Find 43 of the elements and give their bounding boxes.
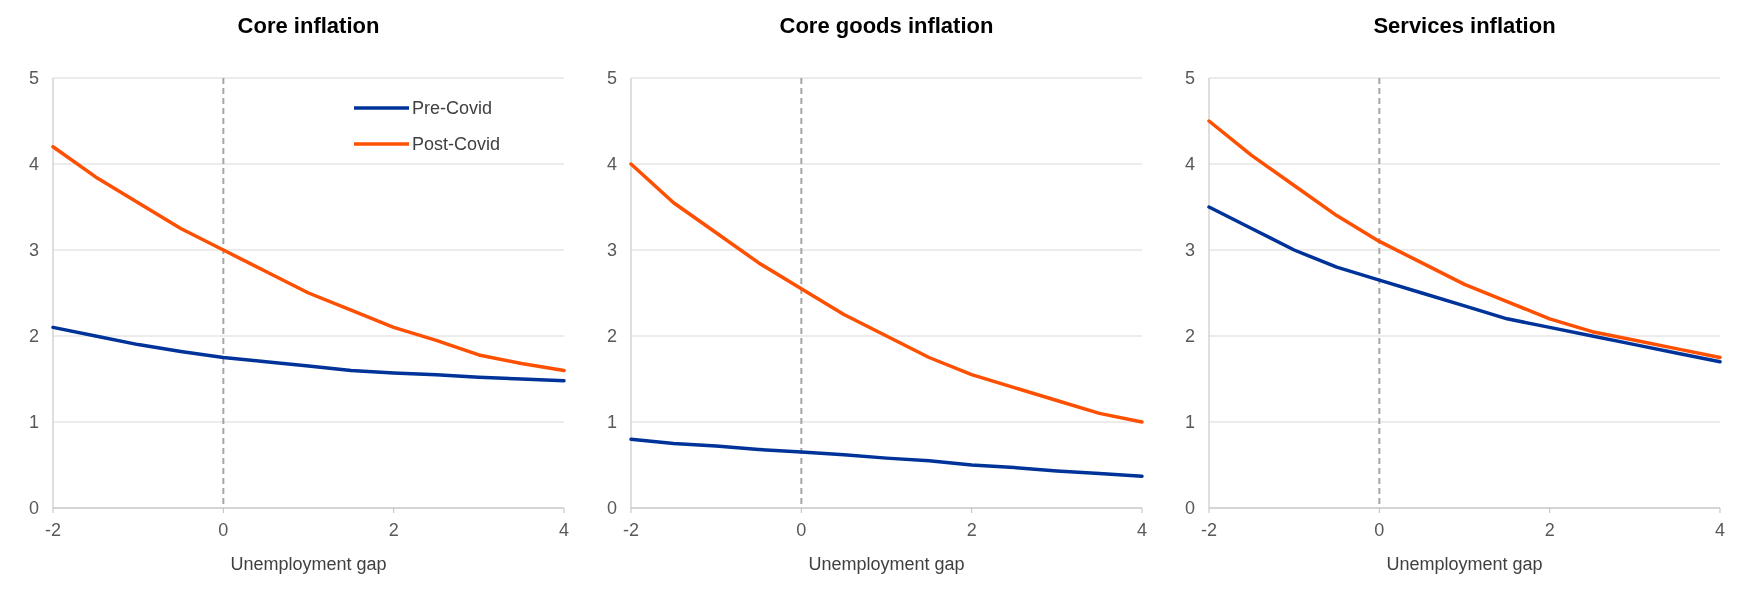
x-tick-label: 0 — [1374, 520, 1385, 540]
y-tick-label: 0 — [28, 498, 39, 519]
x-tick-label: 4 — [558, 520, 570, 540]
chart-title: Core inflation — [237, 13, 380, 38]
y-tick-label: 3 — [28, 240, 39, 261]
chart-title: Core goods inflation — [779, 13, 994, 38]
y-tick-label: 1 — [606, 412, 617, 433]
y-tick-label: 4 — [606, 154, 617, 175]
chart-title: Services inflation — [1373, 13, 1556, 38]
x-tick-label: 4 — [1136, 520, 1148, 540]
y-tick-label: 4 — [28, 154, 39, 175]
y-tick-label: 4 — [1184, 154, 1195, 175]
x-axis-title: Unemployment gap — [808, 554, 965, 574]
x-tick-label: -2 — [44, 520, 62, 540]
line-series — [1207, 205, 1722, 364]
line-series — [629, 162, 1144, 424]
y-tick-label: 5 — [606, 68, 617, 89]
line-series — [629, 437, 1144, 478]
y-tick-label: 2 — [1184, 326, 1195, 347]
x-tick-label: 4 — [1714, 520, 1726, 540]
y-tick-label: 5 — [28, 68, 39, 89]
y-tick-label: 5 — [1184, 68, 1195, 89]
y-tick-label: 3 — [1184, 240, 1195, 261]
x-axis-title: Unemployment gap — [1386, 554, 1543, 574]
x-tick-label: 0 — [796, 520, 807, 540]
line-series — [51, 325, 566, 383]
y-tick-label: 2 — [606, 326, 617, 347]
x-tick-label: 2 — [388, 520, 399, 540]
y-tick-label: 0 — [606, 498, 617, 519]
y-tick-label: 2 — [28, 326, 39, 347]
x-axis-title: Unemployment gap — [230, 554, 387, 574]
x-tick-label: 2 — [1544, 520, 1555, 540]
y-tick-label: 1 — [28, 412, 39, 433]
x-tick-label: 2 — [966, 520, 977, 540]
x-tick-label: -2 — [1200, 520, 1218, 540]
line-series — [1207, 119, 1722, 360]
y-tick-label: 1 — [1184, 412, 1195, 433]
y-tick-label: 3 — [606, 240, 617, 261]
x-tick-label: 0 — [218, 520, 229, 540]
x-tick-label: -2 — [622, 520, 640, 540]
y-tick-label: 0 — [1184, 498, 1195, 519]
legend-label: Post-Covid — [412, 134, 501, 155]
legend-label: Pre-Covid — [412, 98, 493, 119]
